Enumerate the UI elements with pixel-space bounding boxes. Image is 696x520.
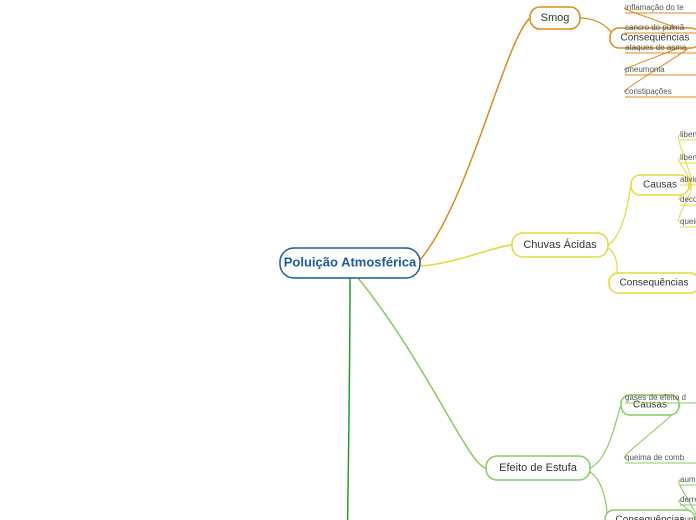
- leaf-label: ativid: [680, 175, 696, 184]
- child-node-label: Consequências: [616, 515, 685, 520]
- branch-node-estufa[interactable]: Efeito de Estufa: [486, 456, 590, 480]
- leaf-item[interactable]: ataques de asma: [625, 43, 696, 53]
- leaf-item[interactable]: derre: [680, 495, 696, 505]
- leaf-label: derre: [680, 495, 696, 504]
- leaf-item[interactable]: queir: [680, 217, 696, 227]
- branch-node-estufa-label: Efeito de Estufa: [499, 462, 578, 474]
- leaf-label: gases de efeito d: [625, 393, 686, 402]
- leaf-label: queima de comb: [625, 453, 685, 462]
- root-node-label: Poluição Atmosférica: [284, 254, 417, 269]
- leaf-item[interactable]: aume: [680, 515, 696, 520]
- branch-node-chuvas[interactable]: Chuvas Ácidas: [512, 233, 608, 257]
- branch-node-smog-label: Smog: [541, 12, 570, 24]
- branch-node-chuvas-label: Chuvas Ácidas: [523, 238, 597, 251]
- leaf-label: pneumonia: [625, 65, 665, 74]
- leaf-item[interactable]: ativid: [680, 175, 696, 185]
- leaf-label: queir: [680, 217, 696, 226]
- leaf-label: ataques de asma: [625, 43, 687, 52]
- leaf-label: constipações: [625, 87, 672, 96]
- root-node[interactable]: Poluição Atmosférica: [280, 248, 420, 278]
- leaf-label: inflamação do te: [625, 3, 684, 12]
- child-node[interactable]: Consequências: [609, 273, 696, 293]
- leaf-item[interactable]: libert: [680, 130, 696, 140]
- leaf-label: decor: [680, 195, 696, 204]
- leaf-label: libert: [680, 130, 696, 139]
- leaf-item[interactable]: gases de efeito d: [625, 393, 696, 403]
- leaf-label: aume: [680, 515, 696, 520]
- child-node-label: Consequências: [620, 278, 689, 289]
- leaf-item[interactable]: aume: [680, 475, 696, 485]
- branch-node-smog[interactable]: Smog: [530, 7, 580, 29]
- child-node-label: Consequências: [621, 33, 690, 44]
- leaf-item[interactable]: libert: [680, 153, 696, 163]
- child-node-label: Causas: [643, 180, 677, 191]
- leaf-label: aume: [680, 475, 696, 484]
- leaf-item[interactable]: decor: [680, 195, 696, 205]
- leaf-label: libert: [680, 153, 696, 162]
- leaf-label: cancro do pulmã: [625, 23, 685, 32]
